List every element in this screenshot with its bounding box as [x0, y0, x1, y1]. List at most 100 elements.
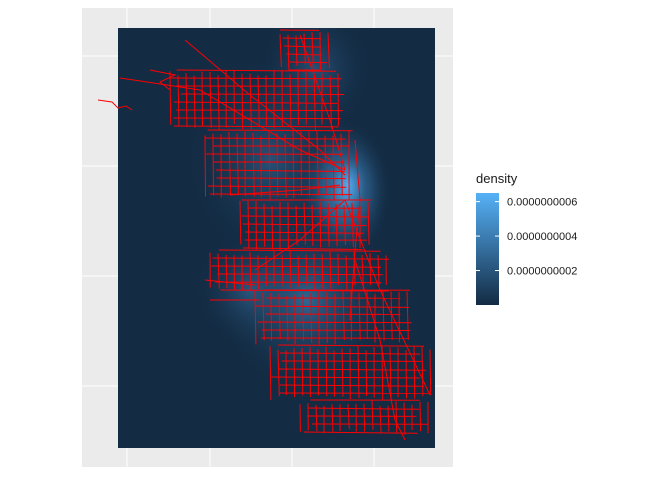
street-ew-16: [180, 93, 345, 95]
street-ns-175: [405, 349, 407, 399]
legend-label-0: 0.0000000002: [507, 266, 577, 278]
street-ns-69: [340, 133, 343, 196]
street-ns-196: [395, 401, 398, 434]
street-ns-21: [169, 71, 172, 125]
street-ew-73: [241, 215, 370, 218]
street-ns-116: [329, 251, 332, 289]
street-ns-192: [363, 403, 366, 432]
street-ns-195: [387, 405, 390, 432]
street-ew-180: [307, 407, 420, 410]
street-ns-150: [406, 291, 409, 340]
street-ns-68: [332, 135, 335, 200]
street-ns-88: [319, 202, 322, 248]
street-ns-7: [287, 34, 290, 70]
street-ns-110: [281, 254, 284, 287]
street-ns-67: [324, 135, 327, 195]
street-ns-193: [371, 400, 374, 430]
street-ns-91: [343, 205, 346, 245]
street-ns-78: [239, 200, 242, 245]
street-ns-113: [305, 254, 308, 286]
street-ns-104: [233, 255, 235, 290]
street-diagonal-northwest: [184, 39, 346, 176]
street-ns-92: [351, 202, 354, 248]
street-ns-132: [262, 292, 265, 341]
street-ew-18: [176, 109, 344, 112]
street-ns-31: [249, 73, 252, 130]
street-ns-186: [315, 404, 318, 431]
street-ns-60: [268, 132, 271, 200]
street-ns-65: [308, 131, 311, 197]
street-ns-173: [389, 347, 392, 400]
street-ew-48: [215, 169, 345, 172]
legend-title: density: [476, 171, 518, 186]
street-ns-115: [321, 253, 324, 289]
street-ns-177: [421, 346, 424, 397]
street-ns-131: [254, 290, 257, 345]
street-ns-27: [217, 75, 220, 130]
street-ns-90: [335, 203, 338, 247]
street-ns-135: [286, 295, 289, 341]
street-ns-10: [311, 32, 314, 69]
street-ns-112: [297, 255, 300, 287]
street-diagonal-southwest: [254, 199, 346, 271]
street-ns-32: [257, 75, 260, 125]
street-ns-167: [341, 348, 344, 397]
street-ns-199: [419, 401, 422, 432]
street-ns-170: [365, 350, 368, 397]
street-network-outliers: [97, 99, 133, 111]
legend-label-1: 0.0000000004: [507, 231, 577, 243]
street-ns-8: [295, 35, 298, 66]
street-ns-26: [209, 71, 212, 128]
street-ns-62: [284, 134, 287, 198]
street-ns-22: [177, 75, 180, 127]
street-ns-66: [316, 130, 319, 196]
street-ns-118: [345, 255, 348, 290]
street-ns-82: [271, 205, 274, 250]
street-ns-122: [377, 255, 380, 286]
street-ns-85: [295, 205, 298, 246]
street-ns-194: [379, 405, 382, 434]
street-ew-2: [283, 45, 322, 48]
street-ew-4: [289, 61, 328, 64]
street-diagonal-north: [299, 34, 346, 171]
street-ns-161: [293, 348, 296, 398]
street-ns-86: [303, 202, 306, 245]
street-ns-63: [292, 130, 295, 199]
street-ns-144: [358, 292, 361, 340]
street-ew-98: [217, 273, 384, 276]
street-ew-3: [286, 53, 322, 56]
legend-colorbar: [476, 193, 499, 305]
street-expressway-west: [229, 184, 341, 196]
street-ns-52: [204, 135, 206, 197]
street-ns-190: [347, 404, 350, 430]
street-ew-128: [257, 321, 412, 324]
street-ns-87: [311, 204, 314, 247]
density-hotspot-core: [326, 150, 370, 220]
street-ew-154: [278, 368, 427, 371]
street-lakefront: [349, 139, 361, 321]
street-ns-25: [201, 71, 203, 127]
street-ns-23: [185, 73, 188, 128]
street-ew-49: [216, 177, 346, 180]
street-ew-51: [209, 193, 353, 196]
legend: density 0.0000000002 0.0000000004 0.000000…: [476, 171, 577, 305]
street-ns-166: [333, 350, 335, 397]
street-ns-147: [382, 290, 385, 341]
street-ew-95: [218, 249, 381, 252]
street-ns-102: [217, 253, 220, 289]
street-ew-19: [173, 117, 341, 120]
street-ew-43: [207, 129, 353, 132]
street-ns-162: [301, 348, 304, 396]
street-ns-172: [381, 345, 384, 400]
street-ns-188: [331, 404, 334, 432]
street-diagonal-west: [119, 77, 346, 171]
street-ns-138: [310, 293, 313, 343]
street-ns-169: [357, 345, 360, 399]
street-ns-148: [390, 291, 393, 340]
street-ns-81: [263, 203, 266, 247]
street-ns-79: [247, 200, 250, 249]
street-ns-134: [278, 293, 281, 340]
street-ns-30: [241, 73, 244, 130]
street-ns-56: [236, 133, 239, 195]
